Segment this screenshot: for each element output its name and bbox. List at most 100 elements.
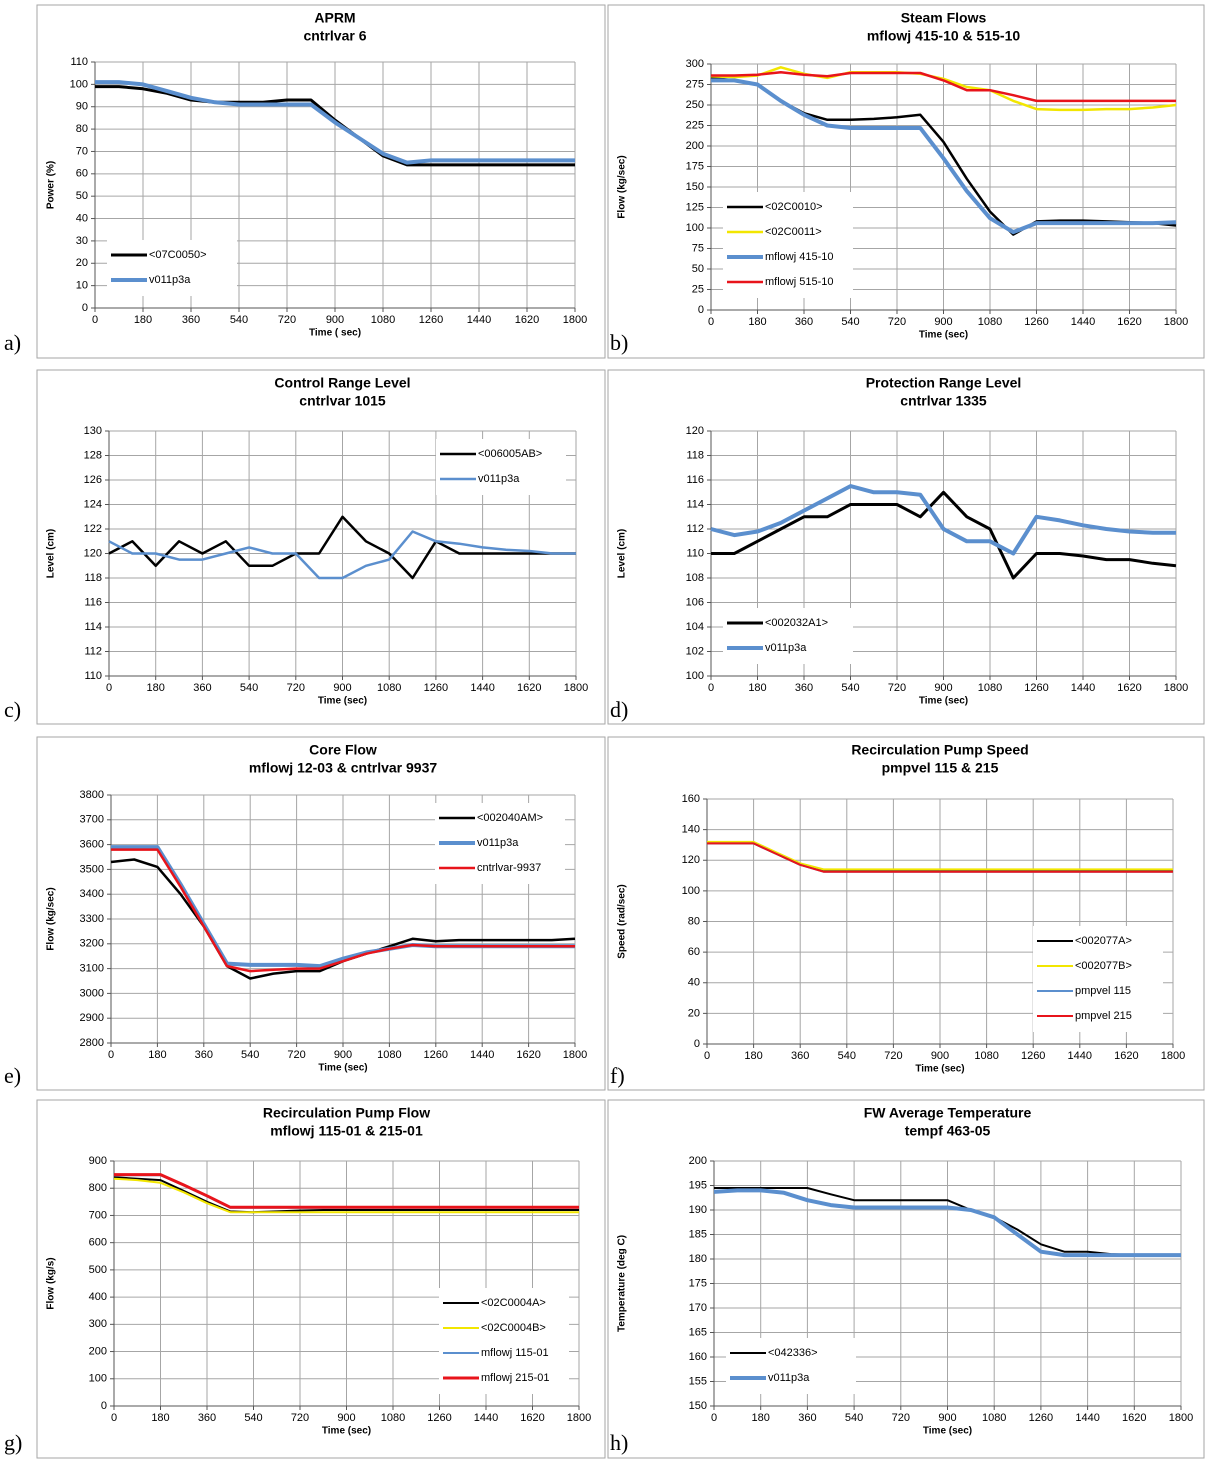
- x-tick-label: 540: [230, 314, 248, 326]
- y-axis-label: Flow (kg/sec): [617, 155, 628, 218]
- y-tick-label: 0: [698, 304, 704, 316]
- y-tick-label: 600: [89, 1237, 107, 1249]
- x-tick-label: 1620: [1117, 682, 1141, 694]
- chart-subtitle: tempf 463-05: [905, 1123, 991, 1139]
- y-tick-label: 3300: [80, 913, 104, 925]
- legend-label: <006005AB>: [478, 448, 542, 460]
- legend-box: [439, 1288, 569, 1394]
- x-tick-label: 1080: [978, 316, 1002, 328]
- y-tick-label: 50: [76, 190, 88, 202]
- y-tick-label: 800: [89, 1182, 107, 1194]
- x-tick-label: 1800: [563, 314, 587, 326]
- chart-title: Steam Flows: [901, 10, 987, 26]
- x-tick-label: 1260: [427, 1412, 451, 1424]
- x-tick-label: 540: [244, 1412, 262, 1424]
- legend-label: cntrlvar-9937: [477, 862, 541, 874]
- y-tick-label: 3200: [80, 938, 104, 950]
- y-tick-label: 25: [692, 283, 704, 295]
- y-tick-label: 112: [84, 645, 102, 657]
- x-tick-label: 1800: [564, 682, 588, 694]
- panel-border: [36, 4, 606, 359]
- x-tick-label: 1620: [520, 1412, 544, 1424]
- x-tick-label: 360: [193, 682, 211, 694]
- y-tick-label: 120: [682, 854, 700, 866]
- x-tick-label: 900: [931, 1050, 949, 1062]
- panel-border: [607, 736, 1205, 1091]
- y-tick-label: 100: [70, 78, 88, 90]
- x-tick-label: 180: [134, 314, 152, 326]
- y-tick-label: 128: [84, 449, 102, 461]
- y-tick-label: 120: [84, 547, 102, 559]
- legend-label: v011p3a: [477, 837, 519, 849]
- x-tick-label: 900: [334, 1049, 352, 1061]
- data-line: [111, 848, 575, 973]
- y-tick-label: 114: [686, 498, 704, 510]
- panel-border: [607, 369, 1205, 725]
- y-tick-label: 900: [89, 1155, 107, 1167]
- panel-letter: b): [610, 330, 628, 355]
- x-tick-label: 1080: [381, 1412, 405, 1424]
- y-tick-label: 100: [89, 1373, 107, 1385]
- y-tick-label: 3800: [80, 789, 104, 801]
- y-tick-label: 0: [101, 1400, 107, 1412]
- y-tick-label: 300: [686, 58, 704, 70]
- chart-title: FW Average Temperature: [864, 1105, 1032, 1121]
- legend-box: [107, 240, 237, 296]
- y-tick-label: 160: [689, 1351, 707, 1363]
- y-axis-label: Power (%): [46, 161, 57, 209]
- data-line: [713, 1188, 1181, 1258]
- chart-title: Core Flow: [309, 742, 377, 758]
- x-tick-label: 1080: [978, 682, 1002, 694]
- panel-border: [607, 4, 1205, 359]
- x-tick-label: 1440: [1071, 682, 1095, 694]
- x-tick-label: 1800: [563, 1049, 587, 1061]
- panel-letter: h): [610, 1430, 628, 1455]
- y-tick-label: 0: [694, 1038, 700, 1050]
- legend-label: <02C0004B>: [481, 1322, 546, 1334]
- y-tick-label: 200: [686, 140, 704, 152]
- y-tick-label: 40: [76, 212, 88, 224]
- x-tick-label: 180: [147, 682, 165, 694]
- data-line: [108, 515, 576, 580]
- chart-title: Recirculation Pump Speed: [851, 742, 1028, 758]
- x-tick-label: 1800: [1161, 1050, 1185, 1062]
- x-tick-label: 720: [888, 682, 906, 694]
- x-tick-label: 0: [111, 1412, 117, 1424]
- y-tick-label: 170: [689, 1302, 707, 1314]
- legend-box: [726, 1338, 856, 1394]
- x-tick-label: 1800: [1169, 1412, 1193, 1424]
- y-tick-label: 0: [82, 302, 88, 314]
- data-line: [710, 66, 1177, 112]
- x-tick-label: 1620: [1117, 316, 1141, 328]
- y-tick-label: 175: [689, 1277, 707, 1289]
- y-tick-label: 400: [89, 1291, 107, 1303]
- x-tick-label: 360: [798, 1412, 816, 1424]
- legend-label: pmpvel 115: [1075, 985, 1131, 997]
- y-axis-label: Speed (rad/sec): [617, 884, 628, 958]
- x-tick-label: 0: [92, 314, 98, 326]
- x-tick-label: 540: [240, 682, 258, 694]
- x-tick-label: 720: [291, 1412, 309, 1424]
- x-axis-label: Time (sec): [923, 1426, 972, 1437]
- y-tick-label: 275: [686, 78, 704, 90]
- y-tick-label: 126: [84, 474, 102, 486]
- panel-border: [36, 1099, 606, 1459]
- y-tick-label: 118: [686, 449, 704, 461]
- x-tick-label: 180: [148, 1049, 166, 1061]
- x-tick-label: 0: [711, 1412, 717, 1424]
- chart-subtitle: pmpvel 115 & 215: [882, 760, 999, 776]
- data-line: [108, 530, 576, 580]
- y-tick-label: 10: [76, 280, 88, 292]
- y-tick-label: 3500: [80, 863, 104, 875]
- y-tick-label: 100: [682, 885, 700, 897]
- x-axis-label: Time (sec): [322, 1426, 371, 1437]
- panel-letter: d): [610, 697, 628, 722]
- x-tick-label: 1440: [474, 1412, 498, 1424]
- x-tick-label: 1260: [424, 1049, 448, 1061]
- x-axis-label: Time (sec): [915, 1064, 964, 1075]
- x-tick-label: 540: [845, 1412, 863, 1424]
- x-tick-label: 720: [287, 1049, 305, 1061]
- x-tick-label: 0: [106, 682, 112, 694]
- y-tick-label: 114: [84, 621, 102, 633]
- legend-box: [723, 192, 853, 298]
